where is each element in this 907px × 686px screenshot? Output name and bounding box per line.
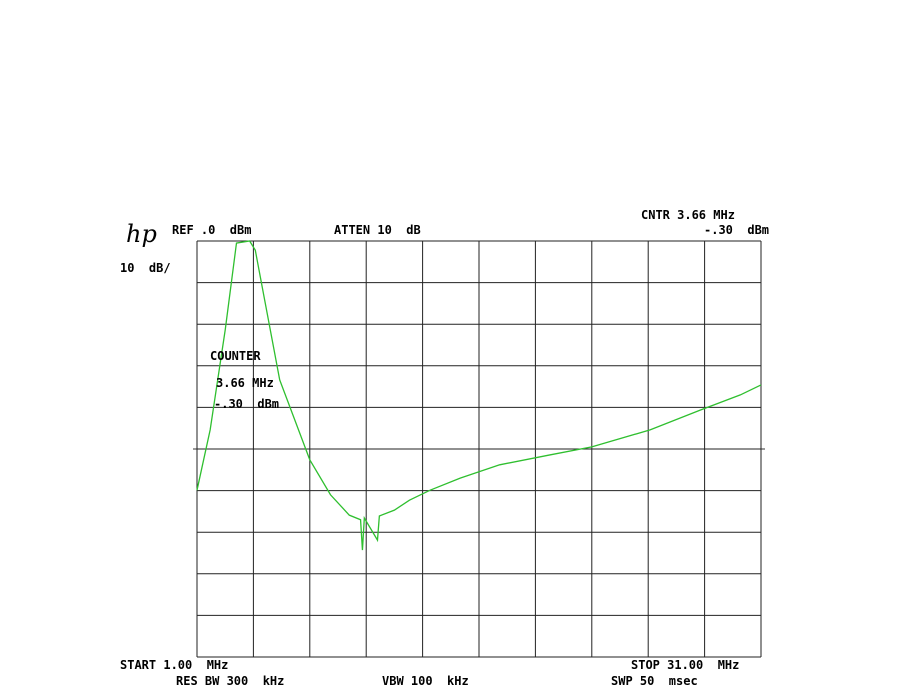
- annotation: START 1.00 MHz: [120, 658, 228, 672]
- trace: [196, 240, 762, 551]
- annotation: 10 dB/: [120, 261, 171, 275]
- annotation: ATTEN 10 dB: [334, 223, 421, 237]
- annotation: REF .0 dBm: [172, 223, 251, 237]
- hp-logo: hp: [126, 220, 157, 248]
- annotation: VBW 100 kHz: [382, 674, 469, 686]
- annotation: -.30 dBm: [214, 397, 279, 411]
- annotation: STOP 31.00 MHz: [631, 658, 739, 672]
- annotation: CNTR 3.66 MHz: [641, 208, 735, 222]
- annotation: -.30 dBm: [704, 223, 769, 237]
- annotation: 3.66 MHz: [216, 376, 274, 390]
- annotation: RES BW 300 kHz: [176, 674, 284, 686]
- annotation: COUNTER: [210, 349, 261, 363]
- annotation: SWP 50 msec: [611, 674, 698, 686]
